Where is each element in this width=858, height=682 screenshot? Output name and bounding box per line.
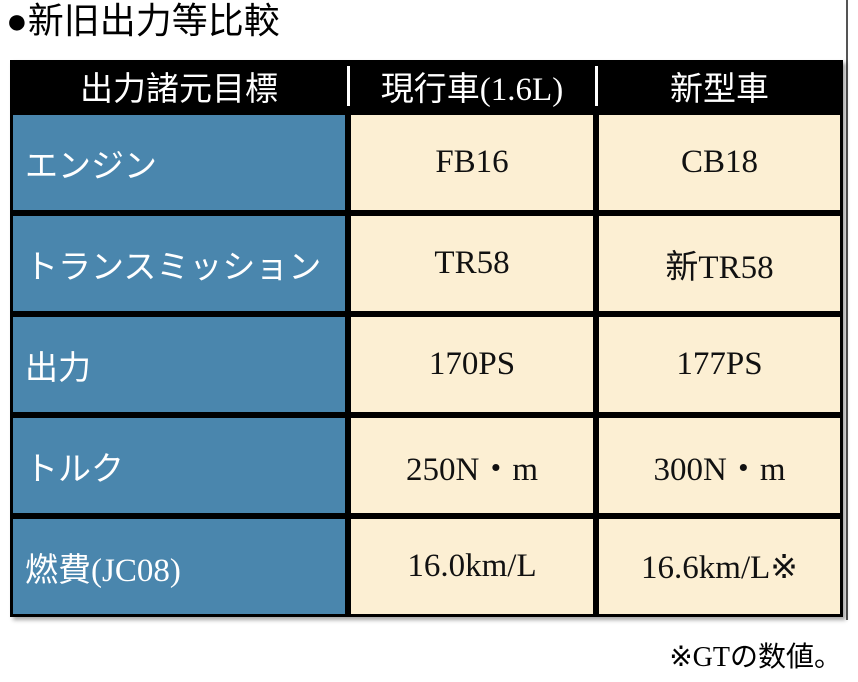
cell-value: 新TR58 (599, 216, 840, 311)
row-label: トランスミッション (13, 216, 345, 311)
cell-value: 170PS (351, 317, 593, 412)
footnote: ※GTの数値。 (669, 642, 842, 673)
cell-value: 250N・m (351, 418, 593, 513)
title: ●新旧出力等比較 (6, 1, 280, 41)
cell-value: FB16 (351, 115, 593, 210)
row-label: トルク (13, 418, 345, 513)
cell-value: 16.6km/L※ (599, 519, 840, 614)
column-header: 出力諸元目標 (13, 60, 345, 112)
row-label: 燃費(JC08) (13, 519, 345, 614)
cell-value: TR58 (351, 216, 593, 311)
header-separator (347, 66, 350, 106)
side-rule (846, 0, 848, 620)
header-separator (595, 66, 598, 106)
cell-value: 300N・m (599, 418, 840, 513)
column-header: 現行車(1.6L) (351, 60, 593, 112)
cell-value: 177PS (599, 317, 840, 412)
row-label: 出力 (13, 317, 345, 412)
table: 出力諸元目標 現行車(1.6L) 新型車エンジン FB16 CB18 トランスミッション T… (10, 60, 843, 617)
row-label: エンジン (13, 115, 345, 210)
cell-value: 16.0km/L (351, 519, 593, 614)
column-header: 新型車 (599, 60, 840, 112)
cell-value: CB18 (599, 115, 840, 210)
